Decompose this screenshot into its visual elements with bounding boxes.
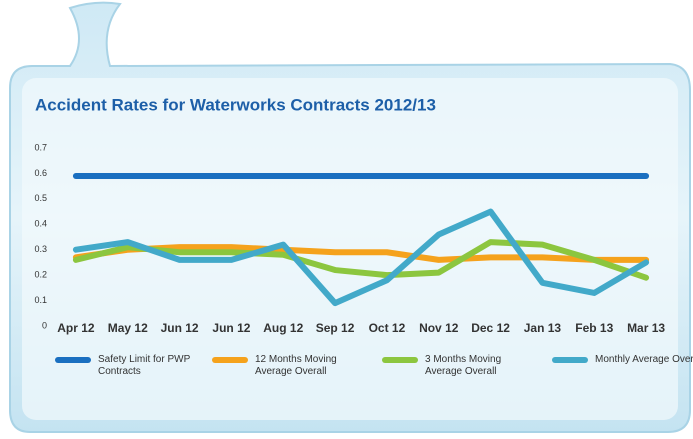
legend-label: 12 Months Moving Average Overall: [255, 354, 337, 377]
legend-label: Monthly Average Overall: [595, 354, 693, 365]
legend-label: Safety Limit for PWP Contracts: [98, 354, 191, 377]
x-tick-label: Jan 13: [524, 321, 562, 335]
x-tick-label: Aug 12: [263, 321, 303, 335]
chart-title: Accident Rates for Waterworks Contracts …: [35, 95, 436, 114]
legend-label: 3 Months Moving Average Overall: [425, 354, 502, 377]
y-tick-label: 0.6: [34, 168, 47, 178]
y-tick-label: 0.3: [34, 244, 47, 254]
x-tick-label: Oct 12: [369, 321, 406, 335]
y-tick-label: 0.1: [34, 295, 47, 305]
x-tick-label: Jun 12: [161, 321, 199, 335]
x-tick-label: Jun 12: [212, 321, 250, 335]
y-tick-label: 0.7: [34, 142, 47, 152]
y-tick-label: 0.5: [34, 193, 47, 203]
y-tick-label: 0.4: [34, 219, 47, 229]
series-line: [72, 244, 650, 263]
x-tick-label: Mar 13: [627, 321, 665, 335]
series-line: [72, 239, 650, 281]
x-tick-label: Apr 12: [57, 321, 95, 335]
x-tick-label: Feb 13: [575, 321, 613, 335]
x-tick-label: May 12: [108, 321, 148, 335]
x-tick-label: Sep 12: [316, 321, 355, 335]
panel: [22, 78, 678, 420]
y-tick-label: 0.2: [34, 270, 47, 280]
series-line: [72, 208, 650, 307]
x-tick-label: Dec 12: [471, 321, 510, 335]
x-tick-label: Nov 12: [419, 321, 459, 335]
y-tick-label: 0: [42, 320, 47, 330]
